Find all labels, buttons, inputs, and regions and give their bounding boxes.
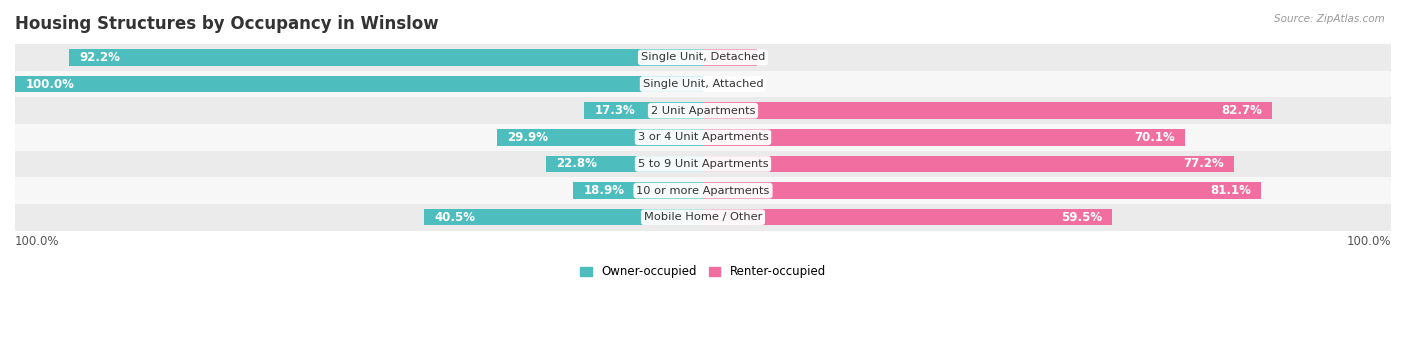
- Bar: [15, 44, 1391, 71]
- Bar: [703, 129, 1185, 146]
- Text: Single Unit, Detached: Single Unit, Detached: [641, 53, 765, 62]
- Text: 17.3%: 17.3%: [595, 104, 636, 117]
- Text: 3 or 4 Unit Apartments: 3 or 4 Unit Apartments: [638, 132, 768, 142]
- Bar: [498, 129, 703, 146]
- Legend: Owner-occupied, Renter-occupied: Owner-occupied, Renter-occupied: [575, 261, 831, 283]
- Text: 7.8%: 7.8%: [714, 51, 747, 64]
- Bar: [546, 156, 703, 172]
- Text: 40.5%: 40.5%: [434, 211, 475, 224]
- Text: Mobile Home / Other: Mobile Home / Other: [644, 212, 762, 222]
- Bar: [703, 102, 1272, 119]
- Text: Single Unit, Attached: Single Unit, Attached: [643, 79, 763, 89]
- Text: 100.0%: 100.0%: [25, 77, 75, 91]
- Text: 77.2%: 77.2%: [1182, 158, 1223, 170]
- Text: 0.0%: 0.0%: [710, 77, 740, 91]
- Text: 70.1%: 70.1%: [1135, 131, 1175, 144]
- Bar: [15, 76, 703, 92]
- Text: 100.0%: 100.0%: [1347, 235, 1391, 248]
- Text: 92.2%: 92.2%: [79, 51, 120, 64]
- Bar: [15, 124, 1391, 151]
- Bar: [703, 182, 1261, 199]
- Text: 29.9%: 29.9%: [508, 131, 548, 144]
- Text: Source: ZipAtlas.com: Source: ZipAtlas.com: [1274, 14, 1385, 24]
- Text: 22.8%: 22.8%: [557, 158, 598, 170]
- Text: 18.9%: 18.9%: [583, 184, 624, 197]
- Bar: [425, 209, 703, 225]
- Bar: [703, 209, 1112, 225]
- Text: 81.1%: 81.1%: [1209, 184, 1251, 197]
- Bar: [583, 102, 703, 119]
- Bar: [69, 49, 703, 66]
- Text: 10 or more Apartments: 10 or more Apartments: [637, 186, 769, 196]
- Text: 100.0%: 100.0%: [15, 235, 59, 248]
- Bar: [574, 182, 703, 199]
- Bar: [15, 204, 1391, 231]
- Bar: [703, 156, 1234, 172]
- Bar: [703, 49, 756, 66]
- Text: 5 to 9 Unit Apartments: 5 to 9 Unit Apartments: [638, 159, 768, 169]
- Bar: [15, 98, 1391, 124]
- Bar: [15, 151, 1391, 177]
- Text: 59.5%: 59.5%: [1062, 211, 1102, 224]
- Text: 2 Unit Apartments: 2 Unit Apartments: [651, 106, 755, 116]
- Bar: [15, 71, 1391, 98]
- Bar: [15, 177, 1391, 204]
- Text: 82.7%: 82.7%: [1220, 104, 1261, 117]
- Text: Housing Structures by Occupancy in Winslow: Housing Structures by Occupancy in Winsl…: [15, 15, 439, 33]
